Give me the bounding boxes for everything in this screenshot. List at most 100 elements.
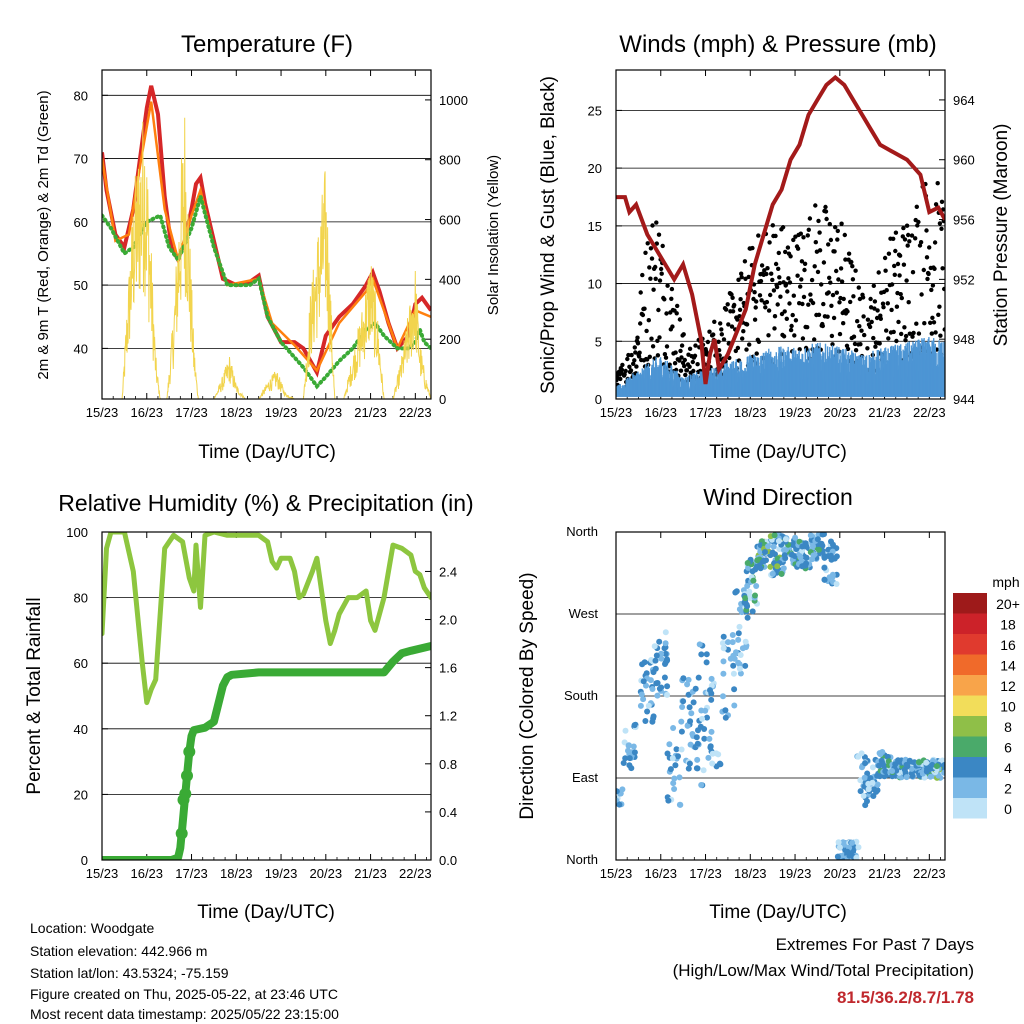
- direction-point: [658, 655, 665, 662]
- gust-point: [769, 271, 774, 276]
- gust-point: [883, 268, 888, 273]
- direction-point: [835, 839, 842, 846]
- gust-point: [924, 228, 929, 233]
- temperature-ytick-right-label: 0: [439, 392, 446, 407]
- direction-point: [622, 727, 629, 734]
- legend-label: 20+: [996, 596, 1020, 612]
- gust-point: [922, 321, 927, 326]
- direction-point: [857, 788, 864, 795]
- gust-point: [942, 327, 945, 332]
- direction-point: [744, 583, 751, 589]
- extremes-values: 81.5/36.2/8.7/1.78: [836, 988, 974, 1007]
- direction-point: [671, 775, 678, 782]
- direction-point: [739, 645, 746, 652]
- direction-point: [746, 588, 753, 595]
- gust-point: [916, 331, 922, 336]
- direction-point: [749, 608, 756, 615]
- gust-point: [776, 250, 781, 256]
- gust-point: [884, 288, 889, 293]
- gust-point: [845, 346, 851, 352]
- direction-point: [653, 652, 660, 659]
- direction-point: [616, 788, 620, 795]
- gust-point: [735, 317, 740, 322]
- gust-point: [782, 309, 787, 314]
- direction-point: [869, 764, 876, 771]
- direction-point: [882, 768, 889, 775]
- direction-point: [903, 761, 910, 768]
- direction-point: [941, 769, 945, 776]
- direction-point: [684, 681, 691, 688]
- gust-point: [806, 302, 811, 307]
- gust-point: [928, 320, 933, 325]
- gust-point: [886, 336, 891, 341]
- direction-point: [620, 760, 627, 766]
- gust-point: [669, 286, 675, 292]
- direction-point: [644, 708, 651, 715]
- humidity-ytick-right-label: 0.8: [439, 757, 457, 772]
- gust-point: [929, 331, 934, 336]
- gust-point: [662, 297, 667, 302]
- direction-point: [859, 764, 865, 771]
- temperature-ytick-right-label: 1000: [439, 93, 468, 108]
- gust-point: [741, 329, 746, 334]
- gust-point: [770, 277, 775, 283]
- gust-point: [889, 307, 894, 313]
- gust-point: [837, 300, 842, 305]
- direction-point: [664, 691, 671, 698]
- gust-point: [902, 237, 908, 242]
- direction-ytick-label: North: [566, 524, 598, 539]
- temperature-frame: [101, 69, 432, 400]
- direction-point: [821, 532, 827, 538]
- gust-point: [871, 335, 876, 341]
- gust-point: [865, 317, 871, 322]
- direction-point: [789, 541, 796, 548]
- gust-point: [705, 339, 711, 345]
- gust-point: [766, 308, 772, 313]
- winds-ytick-right-label: 948: [953, 332, 975, 347]
- humidity-ytick-label: 60: [74, 656, 88, 671]
- winds-ytick-label: 10: [588, 277, 602, 292]
- gust-point: [682, 363, 687, 369]
- gust-point: [817, 248, 823, 253]
- gust-point: [662, 352, 668, 357]
- gust-point: [817, 230, 822, 235]
- gust-point: [791, 237, 796, 243]
- gust-point: [764, 271, 769, 277]
- gust-point: [658, 266, 664, 272]
- gust-point: [756, 233, 761, 238]
- gust-point: [737, 307, 743, 312]
- humidity-xtick-label: 15/23: [86, 866, 119, 881]
- gust-point: [729, 292, 734, 297]
- direction-xtick-label: 21/23: [868, 866, 901, 881]
- winds-frame: [615, 69, 946, 400]
- precip-line: [102, 642, 431, 860]
- gust-point: [788, 254, 793, 259]
- gust-point: [664, 344, 670, 349]
- direction-point: [670, 725, 677, 731]
- winds-ylabel-left: Sonic/Prop Wind & Gust (Blue, Black): [538, 76, 559, 394]
- gust-point: [896, 319, 901, 325]
- gust-point: [672, 361, 678, 366]
- gust-point: [872, 306, 877, 311]
- gust-point: [805, 325, 810, 330]
- direction-point: [915, 759, 922, 766]
- gust-point: [856, 285, 861, 290]
- direction-ytick-label: North: [566, 852, 598, 867]
- gust-point: [629, 352, 634, 358]
- direction-point: [730, 662, 737, 669]
- direction-point: [855, 844, 862, 851]
- rh-line: [102, 532, 431, 706]
- gust-point: [638, 321, 643, 326]
- direction-point: [769, 570, 776, 577]
- direction-point: [656, 685, 663, 692]
- gust-point: [906, 300, 911, 305]
- gust-point: [665, 283, 670, 288]
- gust-point: [655, 353, 661, 358]
- gust-point: [907, 239, 912, 244]
- gust-point: [721, 337, 727, 342]
- winds-xtick-label: 17/23: [689, 405, 722, 420]
- precip-point: [183, 745, 196, 758]
- direction-point: [709, 760, 716, 767]
- gust-point: [735, 345, 741, 351]
- gust-point: [651, 287, 656, 292]
